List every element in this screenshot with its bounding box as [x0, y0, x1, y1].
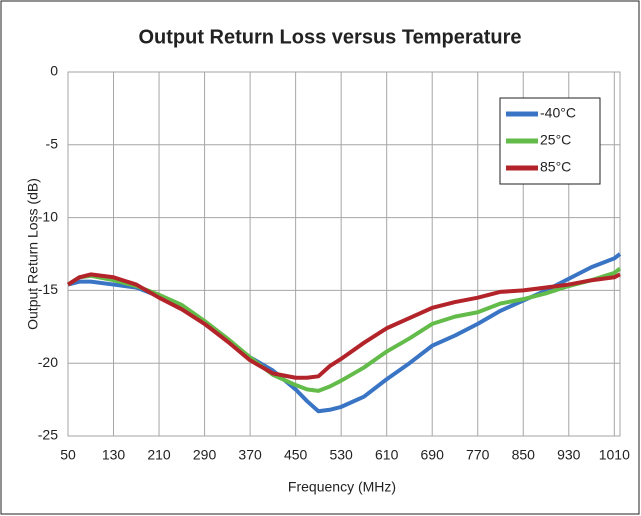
- x-tick-label: 370: [238, 447, 262, 463]
- x-tick-label: 850: [512, 447, 536, 463]
- y-tick-label: -10: [38, 208, 58, 224]
- x-axis-label: Frequency (MHz): [288, 479, 396, 495]
- x-tick-label: 690: [421, 447, 445, 463]
- x-tick-label: 530: [329, 447, 353, 463]
- y-tick-label: -25: [38, 427, 58, 443]
- y-tick-label: -15: [38, 281, 58, 297]
- legend-label: -40°C: [540, 105, 576, 121]
- x-tick-label: 930: [557, 447, 581, 463]
- chart-title: Output Return Loss versus Temperature: [138, 26, 521, 48]
- x-tick-label: 290: [193, 447, 217, 463]
- y-axis-label: Output Return Loss (dB): [25, 178, 41, 330]
- line-series: [66, 272, 621, 380]
- x-tick-label: 130: [102, 447, 126, 463]
- y-tick-label: -20: [38, 354, 58, 370]
- y-tick-label: -5: [46, 136, 59, 152]
- x-tick-label: 450: [284, 447, 308, 463]
- x-tick-label: 610: [375, 447, 399, 463]
- x-tick-label: 1010: [599, 447, 630, 463]
- x-tick-label: 50: [60, 447, 76, 463]
- x-tick-label: 770: [466, 447, 490, 463]
- x-tick-label: 210: [147, 447, 171, 463]
- legend-label: 85°C: [540, 159, 571, 175]
- y-tick-label: 0: [50, 63, 58, 79]
- legend-label: 25°C: [540, 132, 571, 148]
